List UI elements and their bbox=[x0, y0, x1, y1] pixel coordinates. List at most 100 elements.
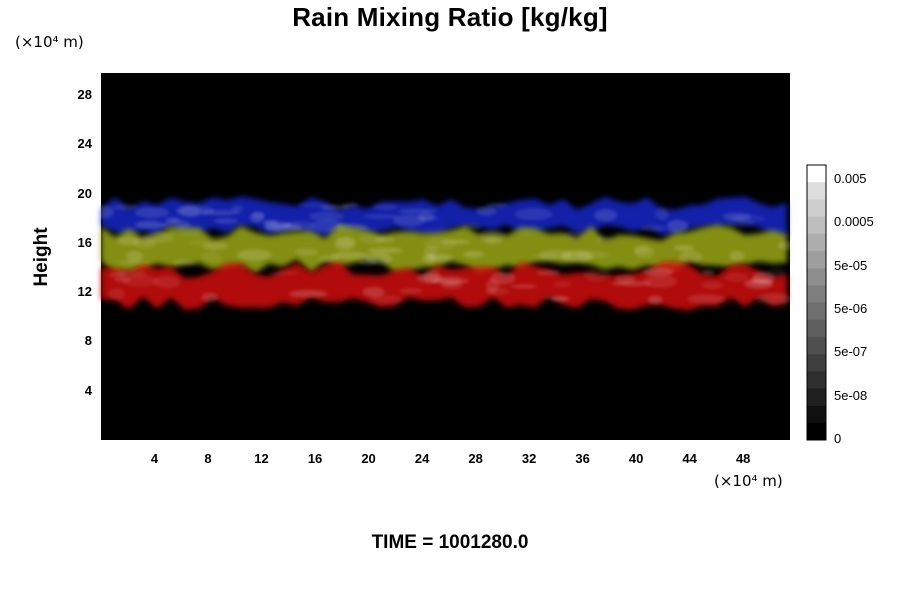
y-axis-unit-text: (×10⁴ m) bbox=[15, 33, 84, 51]
rain-texture bbox=[393, 213, 426, 227]
rain-texture bbox=[374, 236, 395, 243]
rain-texture bbox=[678, 250, 703, 264]
rain-texture bbox=[201, 252, 222, 262]
colorbar-tick-label: 0.0005 bbox=[834, 214, 874, 229]
rain-texture bbox=[117, 236, 140, 246]
rain-texture bbox=[722, 212, 752, 221]
rain-texture bbox=[188, 240, 211, 245]
rain-texture bbox=[485, 202, 508, 208]
x-tick-label: 32 bbox=[521, 451, 537, 466]
rain-texture bbox=[308, 211, 345, 221]
rain-texture bbox=[114, 277, 132, 283]
rain-texture bbox=[583, 268, 610, 281]
x-tick-label: 28 bbox=[468, 451, 483, 466]
colorbar-segment bbox=[807, 216, 826, 235]
rain-layer bbox=[101, 224, 794, 274]
colorbar-tick-label: 0 bbox=[834, 431, 842, 446]
rain-texture bbox=[399, 287, 422, 295]
rain-texture bbox=[134, 220, 164, 230]
rain-texture bbox=[749, 278, 772, 285]
rain-layer bbox=[90, 196, 787, 237]
rain-texture bbox=[640, 225, 666, 232]
rain-texture bbox=[553, 281, 571, 287]
x-tick-label: 40 bbox=[628, 451, 644, 466]
colorbar-tick-label: 0.005 bbox=[834, 171, 867, 186]
rain-texture bbox=[724, 272, 749, 282]
rain-texture bbox=[336, 236, 357, 248]
x-tick-label: 24 bbox=[414, 451, 430, 466]
rain-layers bbox=[90, 196, 794, 311]
rain-texture bbox=[633, 246, 650, 254]
rain-texture bbox=[536, 269, 561, 276]
colorbar-segment bbox=[807, 182, 826, 200]
colorbar-segment bbox=[807, 354, 826, 372]
rain-texture bbox=[476, 206, 497, 216]
rain-texture bbox=[755, 293, 794, 305]
rain-texture bbox=[701, 269, 715, 276]
rain-texture bbox=[267, 270, 299, 276]
rain-texture bbox=[263, 221, 291, 229]
rain-texture bbox=[729, 251, 745, 261]
rain-texture bbox=[767, 267, 786, 278]
rain-texture bbox=[202, 242, 229, 251]
rain-texture bbox=[643, 274, 678, 288]
rain-texture bbox=[550, 296, 569, 302]
rain-texture bbox=[417, 212, 435, 222]
y-tick-label: 4 bbox=[84, 382, 92, 398]
colorbar-segment bbox=[807, 250, 826, 269]
rain-texture bbox=[615, 274, 636, 284]
rain-texture bbox=[358, 258, 377, 266]
colorbar-segment bbox=[807, 285, 826, 303]
x-axis-unit: (×10⁴ m) bbox=[714, 472, 783, 490]
rain-texture bbox=[463, 250, 485, 258]
rain-texture bbox=[330, 251, 369, 260]
colorbar-segment bbox=[807, 199, 826, 217]
rain-texture bbox=[575, 251, 609, 259]
rain-texture bbox=[440, 281, 463, 290]
rain-texture bbox=[701, 281, 723, 290]
rain-texture bbox=[422, 253, 437, 264]
colorbar bbox=[806, 164, 827, 441]
rain-texture bbox=[172, 260, 197, 265]
colorbar-segment bbox=[807, 422, 826, 441]
x-tick-label: 44 bbox=[682, 451, 697, 466]
rain-texture bbox=[441, 239, 471, 244]
y-tick-label: 24 bbox=[77, 136, 92, 152]
rain-texture bbox=[673, 244, 695, 252]
colorbar-segment bbox=[807, 302, 826, 320]
colorbar-segment bbox=[807, 319, 826, 338]
rain-texture bbox=[370, 294, 403, 304]
rain-layer bbox=[101, 261, 794, 311]
time-label: TIME = 1001280.0 bbox=[371, 532, 529, 553]
rain-texture bbox=[687, 294, 725, 304]
rain-texture bbox=[118, 260, 150, 265]
x-axis-unit-text: (×10⁴ m) bbox=[714, 472, 783, 490]
y-tick-label: 28 bbox=[77, 87, 92, 103]
rain-texture bbox=[342, 202, 359, 208]
colorbar-segment bbox=[807, 268, 826, 286]
rain-texture bbox=[236, 249, 272, 261]
colorbar-segment bbox=[807, 388, 826, 406]
y-tick-label: 8 bbox=[84, 333, 92, 349]
rain-texture bbox=[362, 286, 385, 298]
rain-texture bbox=[666, 219, 689, 233]
rain-texture bbox=[484, 237, 502, 245]
colorbar-frame bbox=[806, 164, 827, 441]
y-tick-label: 16 bbox=[77, 234, 92, 250]
colorbar-tick-label: 5e-05 bbox=[834, 258, 868, 273]
rain-texture bbox=[563, 231, 586, 241]
rain-texture bbox=[363, 214, 399, 219]
rain-texture bbox=[778, 241, 794, 251]
rain-texture bbox=[113, 204, 138, 210]
x-tick-label: 16 bbox=[307, 451, 323, 466]
rain-texture bbox=[373, 203, 398, 211]
x-tick-label: 36 bbox=[575, 451, 590, 466]
rain-texture bbox=[490, 271, 516, 285]
rain-texture bbox=[596, 236, 612, 242]
rain-texture bbox=[289, 289, 328, 298]
rain-texture bbox=[510, 284, 538, 289]
rain-texture bbox=[122, 275, 159, 287]
colorbar-segment bbox=[807, 336, 826, 355]
rain-texture bbox=[135, 207, 169, 219]
